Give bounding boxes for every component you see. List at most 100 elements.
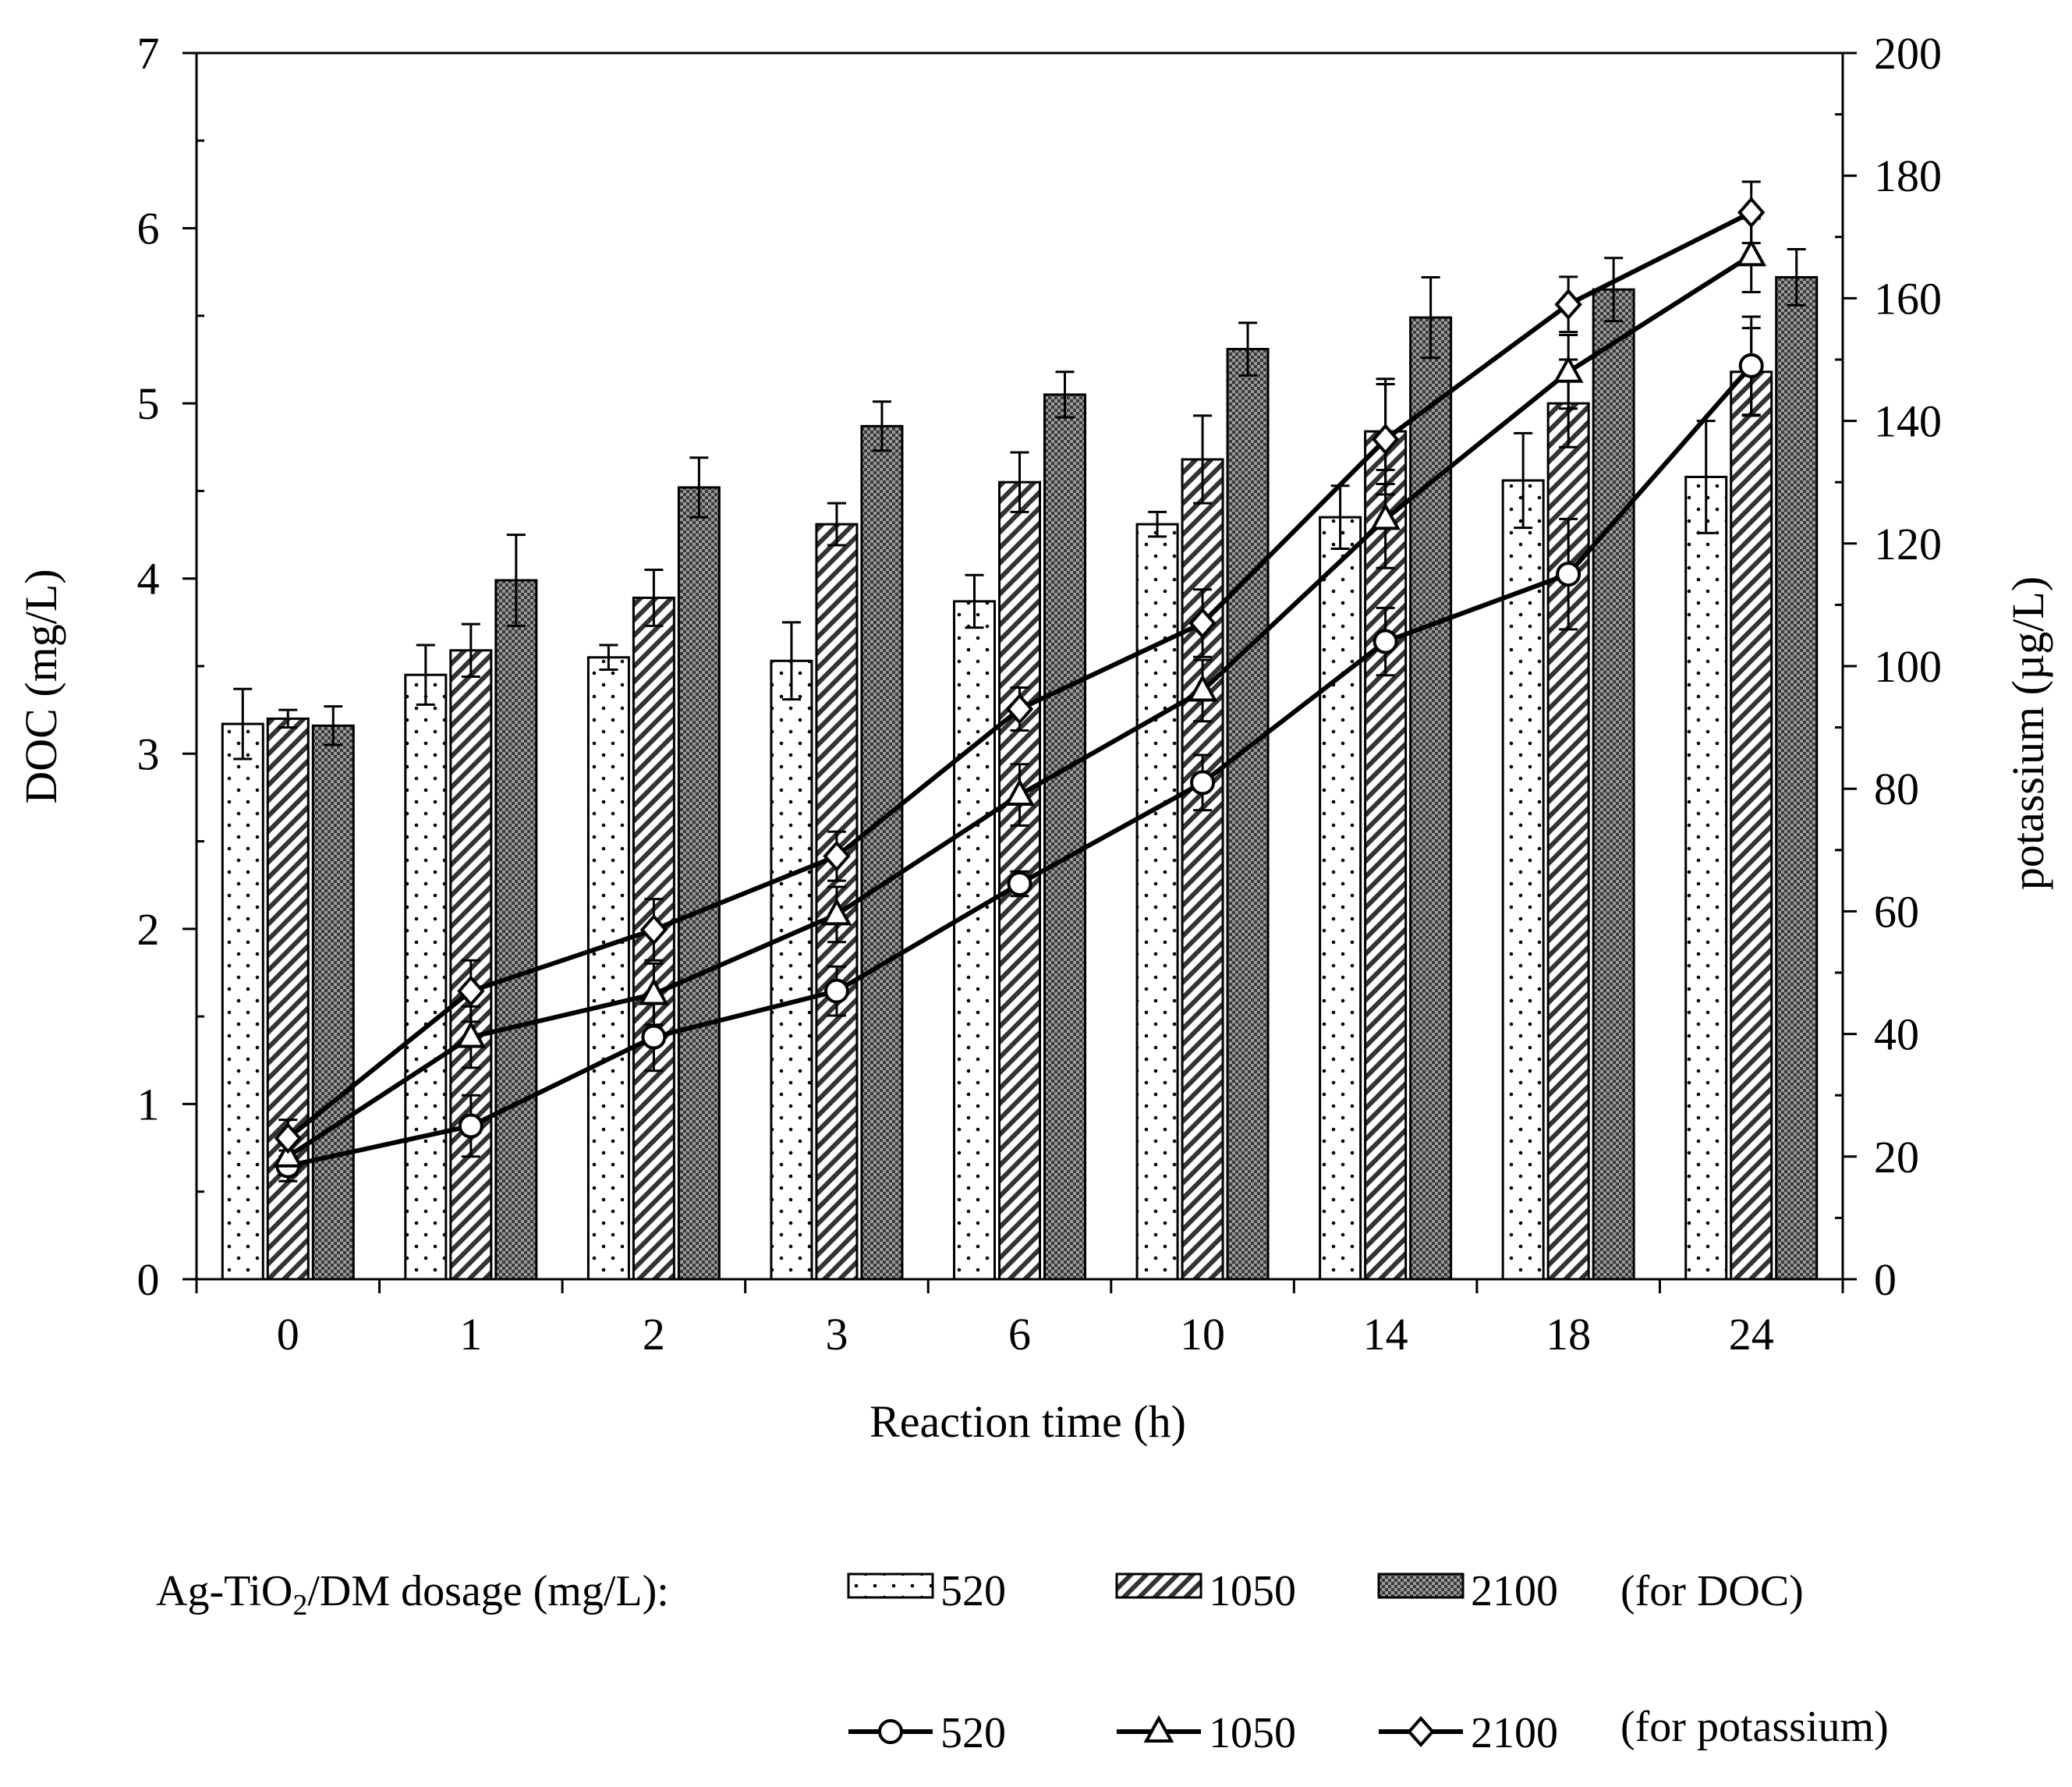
bar-dosage-2100 [1409,316,1453,1281]
line-point-1050 [272,1140,303,1168]
line-point-1050 [1370,502,1401,530]
legend: Ag-TiO2/DM dosage (mg/L): 520 1050 2100 52… [156,1567,1889,1757]
bar-dosage-520 [953,600,996,1281]
legend-line-marker-520 [878,1719,903,1744]
left-y-tick-label: 7 [137,28,160,79]
x-tick-label: 6 [1008,1309,1031,1360]
bar-dosage-2100 [1592,288,1635,1281]
left-y-tick-label: 3 [137,729,160,779]
bar-dosage-520 [586,656,630,1281]
legend-bar-note: (for DOC) [1620,1567,1804,1615]
right-y-tick-label: 0 [1874,1254,1897,1305]
line-point-1050 [821,898,852,926]
legend-bar-swatch-520 [847,1572,934,1599]
legend-line-note: (for potassium) [1620,1703,1889,1751]
bar-dosage-2100 [1775,275,1819,1281]
line-point-520 [1190,770,1216,796]
x-tick-label: 18 [1546,1309,1591,1360]
bar-dosage-520 [1684,475,1728,1281]
line-point-520 [1007,871,1032,897]
line-point-2100 [823,840,851,872]
x-tick-label: 14 [1363,1309,1408,1360]
x-tick-label: 24 [1729,1309,1774,1360]
line-point-520 [1372,629,1398,654]
legend-bar-label-1050: 1050 [1209,1567,1296,1615]
right-y-tick-label: 40 [1874,1009,1919,1060]
legend-title: Ag-TiO2/DM dosage (mg/L): [156,1567,669,1622]
legend-bar-label-520: 520 [940,1567,1006,1615]
right-y-tick-label: 200 [1874,28,1942,79]
right-y-tick-label: 160 [1874,273,1942,324]
legend-line-label-2100: 2100 [1471,1709,1558,1757]
bar-dosage-520 [1501,479,1545,1281]
bar-dosage-2100 [1043,393,1086,1281]
legend-title-suffix: /DM dosage (mg/L): [307,1567,668,1615]
right-y-tick-label: 20 [1874,1132,1919,1182]
line-point-2100 [1188,607,1217,640]
left-y-tick-label: 6 [137,204,160,254]
bar-dosage-2100 [1226,348,1270,1281]
legend-bar-swatch-1050 [1115,1572,1202,1599]
bar-dosage-520 [404,673,448,1281]
right-y-tick-label: 80 [1874,764,1919,814]
line-point-1050 [455,1020,487,1048]
bar-dosage-1050 [1730,371,1773,1281]
left-y-tick-label: 1 [137,1079,160,1129]
line-point-520 [458,1113,483,1139]
line-point-1050 [1004,778,1035,807]
line-point-2100 [1737,197,1766,229]
legend-title-prefix: Ag-TiO [156,1567,292,1615]
line-point-2100 [1005,693,1034,725]
left-y-tick-label: 4 [137,554,160,605]
bar-dosage-520 [1319,516,1362,1281]
line-point-2100 [1554,289,1582,321]
legend-line-label-520: 520 [940,1709,1006,1757]
right-y-axis-title: potassium (µg/L) [2003,576,2053,890]
line-point-2100 [1371,424,1400,456]
bar-dosage-520 [770,659,813,1281]
legend-bar-swatch-2100 [1377,1572,1465,1599]
right-y-tick-label: 120 [1874,519,1942,569]
legend-line-marker-1050 [1143,1714,1174,1743]
line-point-1050 [639,977,669,1005]
line-point-520 [641,1024,667,1050]
legend-line-label-1050: 1050 [1209,1709,1296,1757]
bar-dosage-2100 [311,724,355,1281]
line-point-1050 [1187,674,1218,702]
right-y-tick-label: 100 [1874,641,1942,692]
x-tick-label: 1 [459,1309,482,1360]
line-point-2100 [639,913,668,946]
right-y-tick-label: 60 [1874,886,1919,937]
right-y-tick-label: 140 [1874,396,1942,447]
left-y-tick-label: 5 [137,378,160,429]
bar-dosage-1050 [1364,430,1408,1281]
plot-area: 0 1 2 3 4 5 6 7 0 20 40 60 80 100 120 140 160 180 200 0 1 2 3 6… [137,28,1943,1360]
bar-dosage-1050 [266,717,310,1281]
line-point-2100 [457,975,485,1007]
line-point-520 [823,978,849,1004]
bar-dosage-520 [221,722,264,1281]
x-tick-label: 2 [643,1309,665,1360]
x-tick-label: 0 [277,1309,299,1360]
line-point-1050 [1736,239,1767,267]
x-axis-title: Reaction time (h) [870,1396,1186,1447]
legend-bar-entries: 520 1050 2100 [847,1567,1558,1615]
bar-dosage-2100 [494,579,538,1281]
bar-dosage-2100 [860,424,904,1281]
line-point-1050 [1553,355,1584,383]
legend-title-subscript: 2 [292,1589,307,1622]
bar-dosage-2100 [677,486,721,1281]
legend-line-marker-2100 [1407,1715,1435,1748]
legend-bar-label-2100: 2100 [1471,1567,1558,1615]
line-point-520 [1738,353,1764,378]
left-y-tick-label: 0 [137,1254,160,1305]
line-point-520 [1556,562,1581,587]
left-y-tick-label: 2 [137,904,160,955]
x-tick-label: 10 [1180,1309,1225,1360]
legend-line-entries: 520 1050 2100 [848,1709,1558,1757]
x-tick-label: 3 [825,1309,848,1360]
line-point-2100 [274,1122,302,1154]
bar-dosage-1050 [1181,458,1224,1281]
